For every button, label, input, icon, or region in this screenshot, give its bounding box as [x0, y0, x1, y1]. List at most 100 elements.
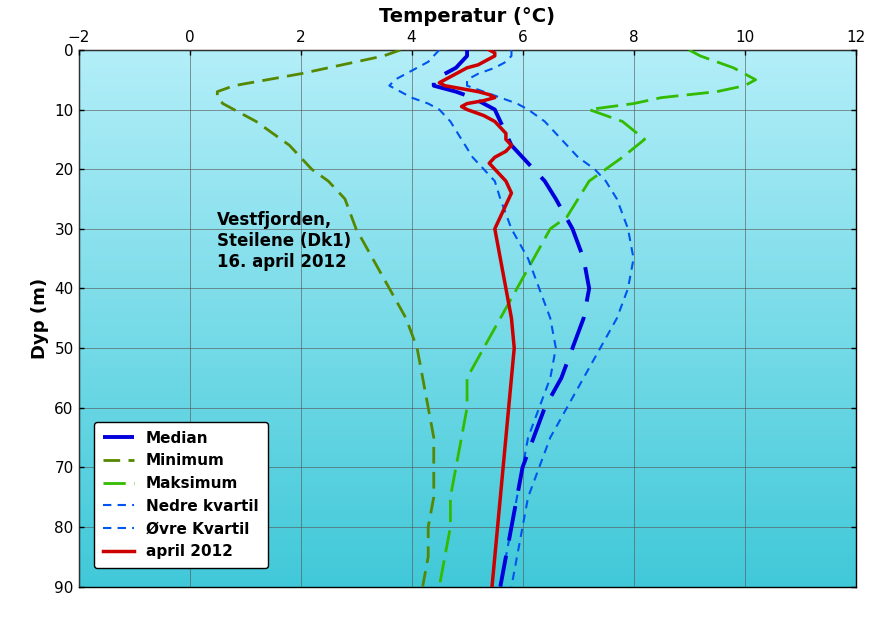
Bar	[79, 554, 856, 556]
Bar	[79, 202, 856, 204]
Bar	[79, 143, 856, 145]
Bar	[79, 512, 856, 513]
Bar	[79, 102, 856, 104]
Bar	[79, 324, 856, 325]
Bar	[79, 109, 856, 110]
Bar	[79, 388, 856, 390]
Bar	[79, 104, 856, 105]
Bar	[79, 243, 856, 245]
Bar	[79, 424, 856, 426]
Bar	[79, 168, 856, 170]
Bar	[79, 238, 856, 240]
Bar	[79, 97, 856, 98]
Bar	[79, 415, 856, 417]
Bar	[79, 456, 856, 458]
Bar	[79, 383, 856, 384]
Bar	[79, 220, 856, 222]
Bar	[79, 182, 856, 184]
Bar	[79, 149, 856, 150]
Bar	[79, 376, 856, 378]
Bar	[79, 479, 856, 481]
Bar	[79, 442, 856, 444]
Legend: Median, Minimum, Maksimum, Nedre kvartil, Øvre Kvartil, april 2012: Median, Minimum, Maksimum, Nedre kvartil…	[94, 422, 268, 568]
Bar	[79, 513, 856, 515]
Bar	[79, 545, 856, 547]
Bar	[79, 279, 856, 281]
Bar	[79, 198, 856, 200]
Bar	[79, 75, 856, 77]
Bar	[79, 381, 856, 383]
Bar	[79, 222, 856, 223]
Bar	[79, 157, 856, 159]
Bar	[79, 61, 856, 62]
Bar	[79, 246, 856, 248]
Bar	[79, 544, 856, 545]
Bar	[79, 343, 856, 345]
Bar	[79, 392, 856, 393]
Bar	[79, 68, 856, 70]
Bar	[79, 585, 856, 587]
Bar	[79, 209, 856, 211]
Bar	[79, 236, 856, 238]
Bar	[79, 372, 856, 374]
Bar	[79, 354, 856, 356]
Bar	[79, 93, 856, 95]
Bar	[79, 506, 856, 508]
Bar	[79, 334, 856, 336]
Bar	[79, 567, 856, 568]
Bar	[79, 127, 856, 129]
Bar	[79, 258, 856, 259]
Bar	[79, 79, 856, 80]
Bar	[79, 261, 856, 263]
Bar	[79, 50, 856, 52]
Bar	[79, 290, 856, 291]
Bar	[79, 470, 856, 472]
Bar	[79, 232, 856, 234]
Bar	[79, 211, 856, 213]
Bar	[79, 420, 856, 422]
Bar	[79, 107, 856, 109]
Bar	[79, 310, 856, 311]
Bar	[79, 150, 856, 152]
Bar	[79, 166, 856, 168]
Bar	[79, 409, 856, 411]
Bar	[79, 175, 856, 177]
Bar	[79, 379, 856, 381]
Bar	[79, 73, 856, 75]
Bar	[79, 254, 856, 256]
Bar	[79, 295, 856, 297]
Bar	[79, 370, 856, 372]
Bar	[79, 540, 856, 542]
Bar	[79, 565, 856, 567]
Bar	[79, 229, 856, 231]
Bar	[79, 105, 856, 107]
Bar	[79, 444, 856, 446]
Bar	[79, 302, 856, 304]
Bar	[79, 80, 856, 82]
Bar	[79, 363, 856, 365]
Bar	[79, 318, 856, 320]
Bar	[79, 265, 856, 266]
Bar	[79, 170, 856, 172]
Bar	[79, 306, 856, 308]
Bar	[79, 419, 856, 420]
Bar	[79, 549, 856, 551]
Bar	[79, 191, 856, 193]
Bar	[79, 147, 856, 149]
Bar	[79, 515, 856, 517]
Bar	[79, 390, 856, 392]
Bar	[79, 500, 856, 502]
Bar	[79, 114, 856, 116]
Bar	[79, 522, 856, 524]
Bar	[79, 161, 856, 163]
Bar	[79, 110, 856, 112]
Bar	[79, 223, 856, 225]
Bar	[79, 368, 856, 370]
Bar	[79, 85, 856, 87]
Bar	[79, 195, 856, 197]
Bar	[79, 325, 856, 327]
Bar	[79, 327, 856, 329]
Bar	[79, 293, 856, 295]
Bar	[79, 562, 856, 563]
Bar	[79, 563, 856, 565]
